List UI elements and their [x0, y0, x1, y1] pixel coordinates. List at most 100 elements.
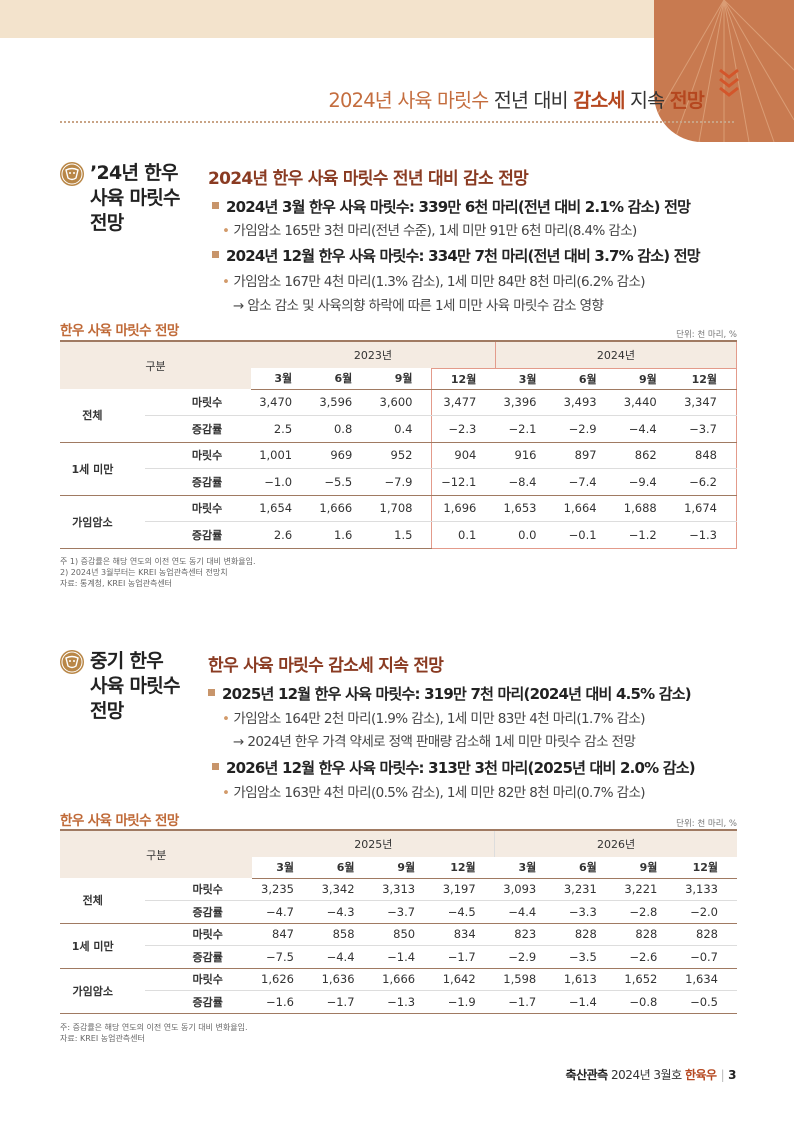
table-cell: −4.5 — [434, 900, 495, 924]
table-title: 한우 사육 마릿수 전망 — [60, 813, 179, 829]
table-cell: −4.3 — [312, 900, 374, 924]
square-bullet-icon — [212, 763, 219, 770]
table-cell: 897 — [555, 442, 616, 469]
row-label: 증감률 — [145, 945, 253, 969]
section-subtitle: 2024년 한우 사육 마릿수 전년 대비 감소 전망 — [208, 169, 529, 189]
table-notes: 주: 증감률은 해당 연도의 이전 연도 동기 대비 변화율임. 자료: KRE… — [60, 1023, 248, 1043]
section-subtitle: 한우 사육 마릿수 감소세 지속 전망 — [208, 656, 444, 676]
table-cell: 1,634 — [676, 968, 737, 991]
row-label: 증감률 — [144, 521, 252, 549]
section-heading: 중기 한우 사육 마릿수 전망 — [90, 650, 181, 722]
row-label: 마릿수 — [144, 389, 252, 416]
corner-decoration — [654, 0, 794, 142]
table-cell: 858 — [312, 923, 374, 946]
table-cell: 3,600 — [371, 389, 432, 416]
table-cell: 1,636 — [312, 968, 374, 991]
table-cell: −3.7 — [373, 900, 435, 924]
table-cell: 904 — [431, 442, 496, 469]
table-header-month: 12월 — [676, 857, 737, 879]
table-cell: −4.4 — [494, 900, 556, 924]
bullet-item: 2026년 12월 한우 사육 마릿수: 313만 3천 마리(2025년 대비… — [212, 757, 696, 778]
table-header-month: 9월 — [615, 857, 677, 879]
table-cell: −2.1 — [495, 415, 556, 443]
cow-icon — [60, 650, 84, 674]
row-label: 마릿수 — [144, 495, 252, 522]
sub-bullet: • 가임암소 164만 2천 마리(1.9% 감소), 1세 미만 83만 4천 … — [222, 711, 646, 727]
table-cell: 3,231 — [555, 878, 616, 901]
page-footer: 축산관측 2024년 3월호 한육우 | 3 — [565, 1068, 737, 1082]
table-cell: 1,674 — [675, 495, 737, 522]
table-cell: 1,654 — [251, 495, 312, 522]
table-cell: 1,688 — [615, 495, 676, 522]
table-cell: −9.4 — [615, 468, 676, 496]
table-cell: −1.2 — [615, 521, 676, 549]
table-row: 증감률 2.6 1.6 1.5 0.1 0.0 −0.1 −1.2 −1.3 — [60, 521, 737, 549]
table-title: 한우 사육 마릿수 전망 — [60, 323, 179, 339]
table-header-gubun: 구분 — [60, 830, 253, 878]
table-cell: 3,342 — [312, 878, 374, 901]
table-cell: −4.4 — [615, 415, 676, 443]
table-cell: −2.8 — [615, 900, 677, 924]
square-bullet-icon — [212, 202, 219, 209]
table-unit: 단위: 천 마리, % — [676, 819, 737, 829]
section-heading: ’24년 한우 사육 마릿수 전망 — [90, 162, 181, 234]
table-cell: −0.8 — [615, 990, 677, 1014]
table-cell: −1.7 — [434, 945, 495, 969]
table-cell: 0.4 — [371, 415, 432, 443]
bullet-item: 2024년 12월 한우 사육 마릿수: 334만 7천 마리(전년 대비 3.… — [212, 245, 701, 266]
arrow-note: → 암소 감소 및 사육의향 하락에 따른 1세 미만 사육 마릿수 감소 영향 — [233, 298, 604, 314]
row-label: 마릿수 — [145, 923, 253, 946]
table-cell: 3,396 — [495, 389, 556, 416]
table-row: 1세 미만 마릿수 847 858 850 834 823 828 828 828 — [60, 923, 737, 969]
table-cell: −7.9 — [371, 468, 432, 496]
table-cell: −5.5 — [311, 468, 372, 496]
table-cell: −6.2 — [675, 468, 737, 496]
table-header-month: 6월 — [555, 367, 616, 390]
table-cell: −12.1 — [431, 468, 496, 496]
table-cell: −4.7 — [252, 900, 313, 924]
table-row: 가임암소 마릿수 1,654 1,666 1,708 1,696 1,653 1,664 1,6… — [60, 495, 737, 549]
table-cell: 3,477 — [431, 389, 496, 416]
table-cell: −1.0 — [251, 468, 312, 496]
table-unit: 단위: 천 마리, % — [676, 330, 737, 340]
table-cell: 1,653 — [495, 495, 556, 522]
table-cell: 828 — [555, 923, 616, 946]
table-cell: −0.7 — [676, 945, 737, 969]
table-cell: −2.6 — [615, 945, 677, 969]
sub-bullet: • 가임암소 167만 4천 마리(1.3% 감소), 1세 미만 84만 8천 … — [222, 274, 646, 290]
table-cell: −1.3 — [373, 990, 435, 1014]
table-cell: 952 — [371, 442, 432, 469]
table-cell: −0.1 — [555, 521, 616, 549]
row-group-label: 가임암소 — [60, 495, 145, 549]
table-cell: 0.1 — [431, 521, 496, 549]
table-cell: 850 — [373, 923, 435, 946]
table-row: 증감률 −1.6 −1.7 −1.3 −1.9 −1.7 −1.4 −0.8 −0.5 — [60, 990, 737, 1014]
table-cell: −1.9 — [434, 990, 495, 1014]
table-cell: 3,596 — [311, 389, 372, 416]
table-cell: −1.3 — [675, 521, 737, 549]
table-cell: −2.0 — [676, 900, 737, 924]
row-label: 증감률 — [145, 900, 253, 924]
table-cell: −1.6 — [252, 990, 313, 1014]
row-group-label: 1세 미만 — [60, 923, 146, 969]
row-group-label: 1세 미만 — [60, 442, 145, 496]
table-cell: 2.5 — [251, 415, 312, 443]
table-cell: −3.7 — [675, 415, 737, 443]
data-table: 구분 2023년 2024년 3월 6월 9월 12월 3월 6월 9월 12월 전체 마릿수 3,470… — [60, 340, 738, 549]
table-header-month: 6월 — [555, 857, 616, 879]
header-panel — [0, 38, 654, 142]
table-cell: −3.5 — [555, 945, 616, 969]
table-cell: 969 — [311, 442, 372, 469]
table-cell: −7.5 — [252, 945, 313, 969]
table-cell: 1,626 — [252, 968, 313, 991]
row-group-label: 가임암소 — [60, 968, 146, 1014]
bullet-item: 2024년 3월 한우 사육 마릿수: 339만 6천 마리(전년 대비 2.1… — [212, 196, 691, 217]
table-cell: −1.7 — [494, 990, 556, 1014]
cow-icon — [60, 162, 84, 186]
arrow-note: → 2024년 한우 가격 약세로 정액 판매량 감소해 1세 미만 마릿수 감… — [233, 734, 636, 750]
table-cell: 1.6 — [311, 521, 372, 549]
table-header-year: 2023년 — [251, 341, 496, 368]
table-cell: 847 — [252, 923, 313, 946]
page-title: 2024년 사육 마릿수 전년 대비 감소세 지속 전망 — [328, 89, 704, 112]
table-cell: 3,440 — [615, 389, 676, 416]
